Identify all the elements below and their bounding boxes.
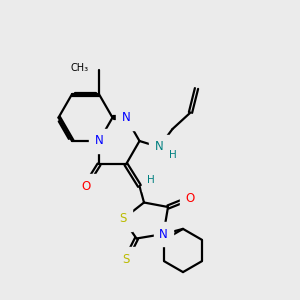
Text: N: N	[159, 227, 168, 241]
Text: N: N	[154, 140, 164, 154]
Text: S: S	[122, 253, 130, 266]
Text: H: H	[169, 150, 176, 161]
Text: O: O	[81, 179, 90, 193]
Text: CH₃: CH₃	[70, 63, 88, 73]
Text: N: N	[94, 134, 103, 148]
Text: S: S	[119, 212, 127, 226]
Text: H: H	[147, 175, 155, 185]
Text: O: O	[186, 191, 195, 205]
Text: N: N	[122, 111, 130, 124]
